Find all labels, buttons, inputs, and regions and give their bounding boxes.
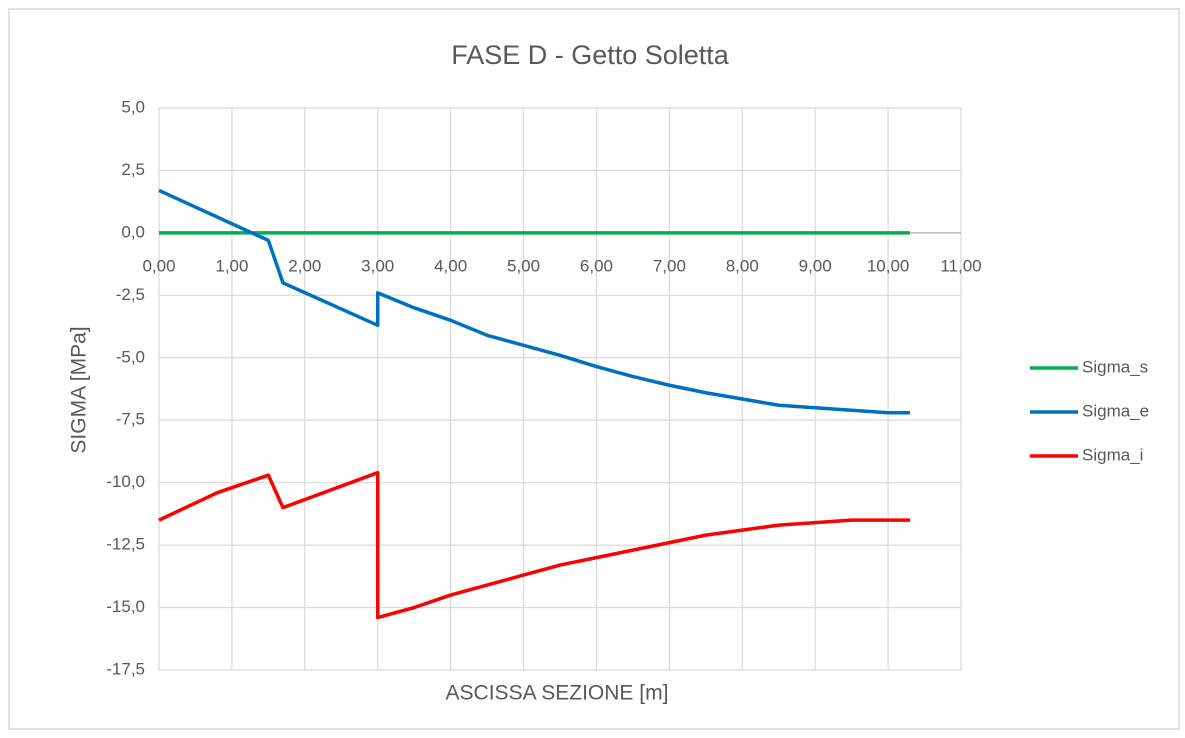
legend-label: Sigma_i [1082, 445, 1143, 464]
x-tick-label: 10,00 [867, 256, 910, 275]
x-tick-label: 7,00 [653, 256, 686, 275]
y-tick-label: -5,0 [116, 347, 145, 366]
y-tick-label: -2,5 [116, 285, 145, 304]
y-tick-label: 0,0 [121, 222, 145, 241]
series-line [158, 470, 910, 620]
x-tick-label: 6,00 [580, 256, 613, 275]
y-tick-label: -10,0 [106, 472, 145, 491]
series-line [158, 188, 910, 415]
x-tick-label: 2,00 [288, 256, 321, 275]
y-tick-label: -17,5 [106, 659, 145, 678]
y-axis-title: SIGMA [MPa] [68, 326, 91, 453]
x-axis-title: ASCISSA SEZIONE [m] [446, 682, 669, 705]
legend-label: Sigma_s [1082, 357, 1148, 376]
x-tick-label: 4,00 [434, 256, 467, 275]
x-tick-label: 0,00 [142, 256, 175, 275]
chart-border [8, 8, 1180, 730]
x-tick-label: 5,00 [507, 256, 540, 275]
x-tick-label: 1,00 [215, 256, 248, 275]
chart-title: FASE D - Getto Soletta [451, 40, 730, 70]
x-tick-label: 8,00 [726, 256, 759, 275]
legend-label: Sigma_e [1082, 401, 1149, 420]
x-tick-label: 9,00 [799, 256, 832, 275]
y-tick-label: -7,5 [116, 410, 145, 429]
y-tick-label: -12,5 [106, 535, 145, 554]
x-tick-label: 3,00 [361, 256, 394, 275]
x-tick-label: 11,00 [940, 256, 981, 275]
y-tick-label: 2,5 [121, 160, 145, 179]
y-tick-label: 5,0 [121, 97, 145, 116]
y-tick-label: -15,0 [106, 597, 145, 616]
